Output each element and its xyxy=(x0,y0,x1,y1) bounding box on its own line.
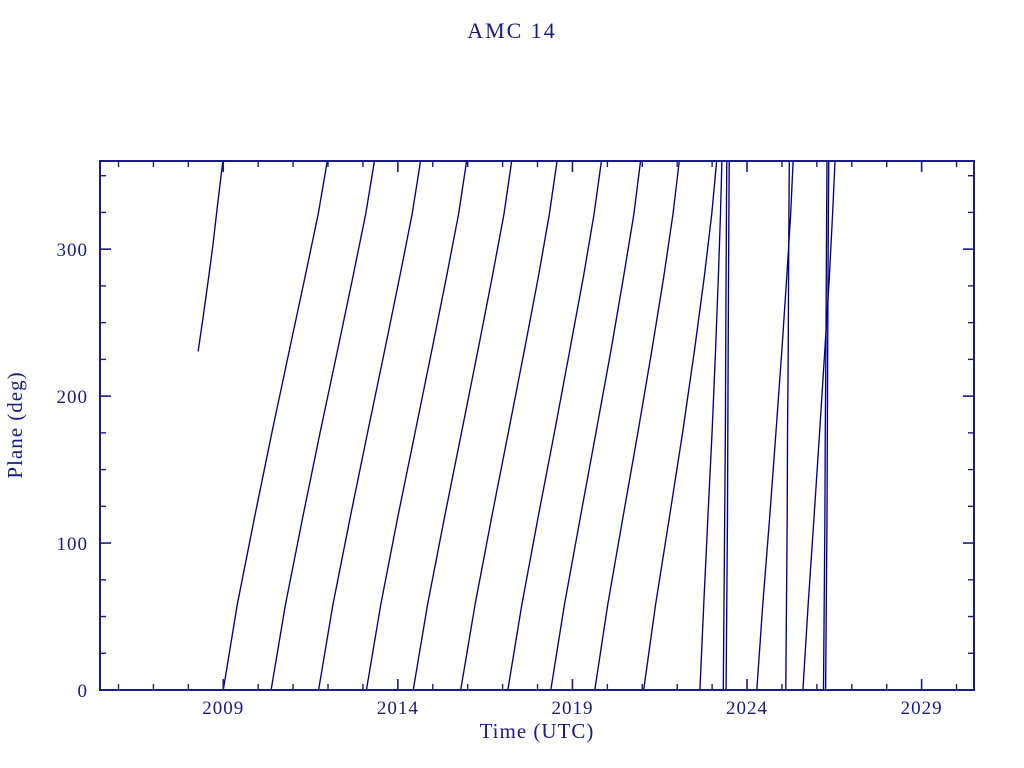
data-series-line xyxy=(222,160,328,691)
data-series-line xyxy=(699,160,723,691)
x-tick-label: 2029 xyxy=(901,698,943,719)
data-series-line xyxy=(317,160,422,691)
y-tick-label: 200 xyxy=(57,387,89,408)
x-tick-label: 2014 xyxy=(377,698,419,719)
data-series-line xyxy=(822,160,828,691)
x-tick-label: 2009 xyxy=(202,698,244,719)
data-series-line xyxy=(725,160,730,691)
data-series-line xyxy=(824,160,830,691)
data-series-line xyxy=(594,160,680,691)
y-tick-label: 300 xyxy=(57,240,89,261)
tick-marks xyxy=(100,161,974,691)
data-series-line xyxy=(365,160,468,691)
data-series-line xyxy=(802,160,836,691)
data-series-line xyxy=(197,160,224,352)
page-title: AMC 14 xyxy=(467,18,557,43)
data-series-line xyxy=(722,160,728,691)
data-series-line xyxy=(785,160,790,691)
series-group xyxy=(197,160,836,691)
data-series-line xyxy=(643,160,718,691)
y-tick-label: 0 xyxy=(78,681,89,702)
data-series-line xyxy=(412,160,513,691)
data-series-line xyxy=(550,160,642,691)
data-series-line xyxy=(270,160,376,691)
data-series-line xyxy=(756,160,794,691)
data-series-line xyxy=(507,160,603,691)
axis-frame xyxy=(99,160,975,691)
plot-frame xyxy=(99,160,975,691)
x-axis-title: Time (UTC) xyxy=(480,719,595,743)
y-tick-label: 100 xyxy=(57,534,89,555)
data-series-line xyxy=(460,160,558,691)
tick-labels: 2009 2014 2019 2024 2029 0 100 200 300 xyxy=(57,240,943,719)
y-axis-title: Plane (deg) xyxy=(3,371,27,478)
x-tick-label: 2024 xyxy=(726,698,768,719)
x-tick-label: 2019 xyxy=(551,698,593,719)
